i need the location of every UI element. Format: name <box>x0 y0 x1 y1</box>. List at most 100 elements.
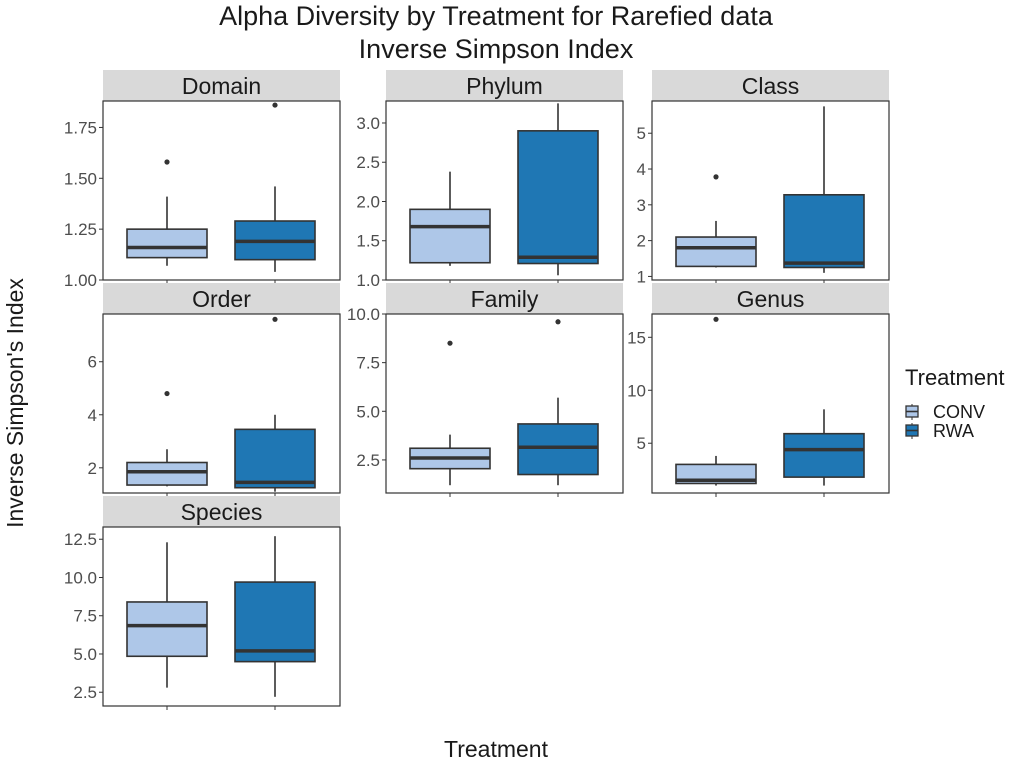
x-axis-label: Treatment <box>444 736 549 762</box>
panel-border-domain <box>102 100 341 281</box>
legend-item-rwa: RWA <box>905 421 974 441</box>
box-genus-rwa <box>783 409 865 486</box>
panel-family: Family 2.5 5.0 7.5 10.0 <box>347 283 624 497</box>
outlier-point-domain-rwa-0 <box>272 102 278 108</box>
y-tick-label-domain-1: 1.25 <box>64 220 97 239</box>
box-species-conv <box>126 542 208 688</box>
panel-strip-label-order: Order <box>192 286 251 312</box>
box-species-rwa <box>234 536 316 697</box>
y-tick-label-domain-0: 1.00 <box>64 271 97 290</box>
iqr-box-class-conv <box>675 236 757 268</box>
iqr-box-family-rwa <box>517 423 599 476</box>
y-tick-label-species-1: 5.0 <box>73 645 97 664</box>
y-tick-label-genus-2: 15 <box>627 328 646 347</box>
panel-strip-label-class: Class <box>742 73 800 99</box>
outlier-point-order-rwa-0 <box>272 316 278 322</box>
legend-title: Treatment <box>905 365 1004 390</box>
panel-species: Species 2.5 5.0 7.5 10.0 12.5 <box>64 496 341 710</box>
panel-class: Class 1 2 3 4 5 <box>637 70 890 286</box>
box-family-conv <box>409 340 491 486</box>
y-tick-label-phylum-3: 2.5 <box>356 153 380 172</box>
panel-phylum: Phylum 1.0 1.5 2.0 2.5 3.0 <box>356 70 624 290</box>
y-tick-label-phylum-1: 1.5 <box>356 232 380 251</box>
y-tick-label-phylum-0: 1.0 <box>356 271 380 290</box>
y-tick-label-family-0: 2.5 <box>356 451 380 470</box>
outlier-point-genus-conv-0 <box>713 316 719 322</box>
panel-border-genus <box>651 313 890 494</box>
iqr-box-species-conv <box>126 601 208 658</box>
box-genus-conv <box>675 316 757 486</box>
panel-border-order <box>102 313 341 494</box>
legend-label-conv: CONV <box>933 402 985 422</box>
y-tick-label-class-4: 5 <box>637 124 646 143</box>
y-tick-label-order-2: 6 <box>88 353 97 372</box>
panel-strip-label-genus: Genus <box>737 286 805 312</box>
y-tick-label-class-3: 4 <box>637 160 646 179</box>
box-domain-conv <box>126 159 208 266</box>
facet-panels: Domain 1.00 1.25 1.50 1.75 Phylum 1.0 1.5 2.0 2.5… <box>64 70 890 710</box>
y-tick-label-species-4: 12.5 <box>64 530 97 549</box>
panel-genus: Genus 5 10 15 <box>627 283 890 497</box>
panel-domain: Domain 1.00 1.25 1.50 1.75 <box>64 70 341 290</box>
y-axis-label: Inverse Simpson's Index <box>2 278 28 528</box>
y-tick-label-class-2: 3 <box>637 196 646 215</box>
panel-strip-label-phylum: Phylum <box>466 73 543 99</box>
iqr-box-phylum-rwa <box>517 130 599 265</box>
y-tick-label-order-0: 2 <box>88 459 97 478</box>
outlier-point-domain-conv-0 <box>164 159 170 165</box>
panel-strip-label-domain: Domain <box>182 73 261 99</box>
box-order-rwa <box>234 316 316 492</box>
panel-strip-family <box>386 283 623 314</box>
panel-strip-label-species: Species <box>181 499 263 525</box>
y-tick-label-class-1: 2 <box>637 232 646 251</box>
box-family-rwa <box>517 319 599 486</box>
iqr-box-phylum-conv <box>409 208 491 264</box>
y-tick-label-species-0: 2.5 <box>73 683 97 702</box>
legend: Treatment CONV RWA <box>905 365 1004 441</box>
y-tick-label-genus-0: 5 <box>637 434 646 453</box>
iqr-box-genus-rwa <box>783 432 865 478</box>
legend-item-conv: CONV <box>905 402 985 422</box>
iqr-box-order-rwa <box>234 428 316 489</box>
y-tick-label-genus-1: 10 <box>627 381 646 400</box>
y-tick-label-species-3: 10.0 <box>64 568 97 587</box>
box-class-rwa <box>783 106 865 273</box>
y-tick-label-order-1: 4 <box>88 406 97 425</box>
panel-border-family <box>385 313 624 494</box>
panel-strip-phylum <box>386 70 623 101</box>
y-tick-label-phylum-2: 2.0 <box>356 192 380 211</box>
outlier-point-class-conv-0 <box>713 174 719 180</box>
chart-subtitle: Inverse Simpson Index <box>359 34 634 64</box>
y-tick-label-phylum-4: 3.0 <box>356 114 380 133</box>
panel-border-phylum <box>385 100 624 281</box>
y-tick-label-family-1: 5.0 <box>356 402 380 421</box>
chart-title: Alpha Diversity by Treatment for Rarefie… <box>219 1 774 31</box>
iqr-box-class-rwa <box>783 193 865 269</box>
outlier-point-family-rwa-0 <box>555 319 561 325</box>
panel-order: Order 2 4 6 <box>88 283 341 497</box>
panel-strip-class <box>652 70 889 101</box>
box-domain-rwa <box>234 102 316 272</box>
panel-strip-order <box>103 283 340 314</box>
panel-strip-species <box>103 496 340 527</box>
y-tick-label-domain-2: 1.50 <box>64 169 97 188</box>
panel-strip-domain <box>103 70 340 101</box>
y-tick-label-domain-3: 1.75 <box>64 118 97 137</box>
outlier-point-family-conv-0 <box>447 340 453 346</box>
box-phylum-rwa <box>517 103 599 276</box>
iqr-box-domain-conv <box>126 228 208 259</box>
panel-strip-genus <box>652 283 889 314</box>
box-order-conv <box>126 390 208 487</box>
y-tick-label-class-0: 1 <box>637 267 646 286</box>
legend-label-rwa: RWA <box>933 421 974 441</box>
y-tick-label-family-3: 10.0 <box>347 305 380 324</box>
box-class-conv <box>675 174 757 268</box>
y-tick-label-species-2: 7.5 <box>73 607 97 626</box>
outlier-point-order-conv-0 <box>164 390 170 397</box>
box-phylum-conv <box>409 171 491 266</box>
panel-border-class <box>651 100 890 281</box>
y-tick-label-family-2: 7.5 <box>356 354 380 373</box>
panel-strip-label-family: Family <box>471 286 539 312</box>
panel-border-species <box>102 526 341 707</box>
